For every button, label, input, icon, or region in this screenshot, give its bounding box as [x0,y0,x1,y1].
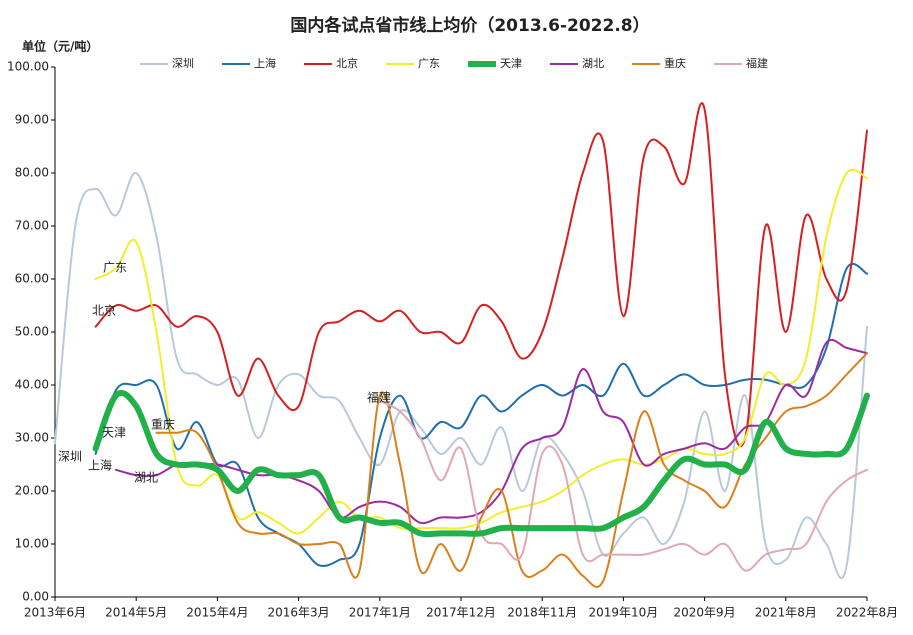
legend-label: 广东 [418,57,440,70]
y-axis-label: 单位（元/吨） [22,39,98,54]
y-tick-label: 50.00 [15,325,49,339]
series-line [94,168,868,535]
y-tick-label: 80.00 [15,166,49,180]
legend-label: 北京 [336,56,358,70]
legend-label: 深圳 [172,57,194,70]
x-tick-label: 2019年10月 [588,606,658,620]
legend-label: 湖北 [582,57,604,70]
x-tick-label: 2022年8月 [836,606,898,620]
series-inline-label: 广东 [103,261,127,275]
legend-label: 重庆 [664,56,686,70]
x-tick-label: 2017年1月 [349,606,411,620]
legend-label: 天津 [500,57,522,70]
x-tick-label: 2013年6月 [24,606,86,620]
y-tick-label: 30.00 [15,431,49,445]
y-tick-label: 20.00 [15,484,49,498]
chart-title: 国内各试点省市线上均价（2013.6-2022.8） [290,15,649,36]
series-line [54,171,868,580]
series-inline-label: 深圳 [58,450,82,464]
series-line [94,102,868,447]
legend-label: 上海 [254,56,276,70]
series-line [94,262,868,567]
y-tick-label: 10.00 [15,537,49,551]
series-inline-label: 上海 [88,458,112,473]
x-tick-label: 2015年4月 [186,606,248,620]
series-line [92,389,870,538]
x-tick-label: 2021年8月 [755,606,817,620]
series-line [378,399,868,572]
series-inline-label: 湖北 [134,470,158,485]
y-tick-label: 40.00 [15,378,49,392]
x-tick-label: 2014年5月 [105,606,167,620]
series-inline-label: 重庆 [151,418,175,432]
series-inline-label: 福建 [367,390,391,405]
series-inline-label: 北京 [92,304,116,318]
x-tick-label: 2016年3月 [268,606,330,620]
y-tick-label: 0.00 [22,590,49,604]
x-tick-label: 2020年9月 [674,606,736,620]
x-tick-label: 2018年11月 [507,606,577,620]
y-tick-label: 60.00 [15,272,49,286]
y-tick-label: 100.00 [7,60,49,74]
series-line [114,338,868,525]
y-tick-label: 90.00 [15,113,49,127]
y-tick-label: 70.00 [15,219,49,233]
legend-label: 福建 [746,56,768,70]
x-tick-label: 2017年12月 [426,606,496,620]
series-inline-label: 天津 [102,426,126,440]
